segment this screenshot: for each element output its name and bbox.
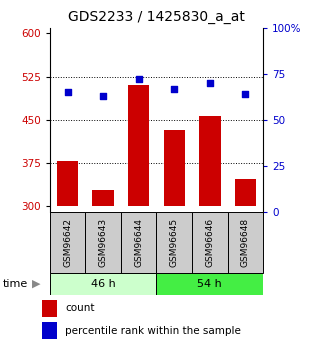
Bar — [156, 212, 192, 273]
Text: ▶: ▶ — [32, 279, 40, 289]
Text: GSM96645: GSM96645 — [170, 218, 179, 267]
Bar — [235, 179, 256, 206]
Text: 46 h: 46 h — [91, 279, 116, 289]
Bar — [50, 212, 85, 273]
Bar — [199, 116, 221, 206]
Bar — [156, 273, 263, 295]
Text: count: count — [65, 303, 95, 313]
Bar — [164, 130, 185, 206]
Bar — [50, 273, 157, 295]
Point — [243, 91, 248, 97]
Point — [100, 93, 106, 99]
Bar — [57, 161, 78, 206]
Text: GSM96644: GSM96644 — [134, 218, 143, 267]
Point — [172, 86, 177, 91]
Bar — [228, 212, 263, 273]
Text: GSM96646: GSM96646 — [205, 218, 214, 267]
Title: GDS2233 / 1425830_a_at: GDS2233 / 1425830_a_at — [68, 10, 245, 24]
Bar — [121, 212, 156, 273]
Bar — [128, 85, 149, 206]
Point — [65, 89, 70, 95]
Text: GSM96642: GSM96642 — [63, 218, 72, 267]
Bar — [85, 212, 121, 273]
Bar — [42, 300, 57, 317]
Text: 54 h: 54 h — [197, 279, 222, 289]
Point — [136, 77, 141, 82]
Text: GSM96648: GSM96648 — [241, 218, 250, 267]
Point — [207, 80, 213, 86]
Bar — [92, 190, 114, 206]
Bar — [42, 322, 57, 339]
Text: percentile rank within the sample: percentile rank within the sample — [65, 326, 241, 336]
Bar — [192, 212, 228, 273]
Text: GSM96643: GSM96643 — [99, 218, 108, 267]
Text: time: time — [3, 279, 29, 289]
